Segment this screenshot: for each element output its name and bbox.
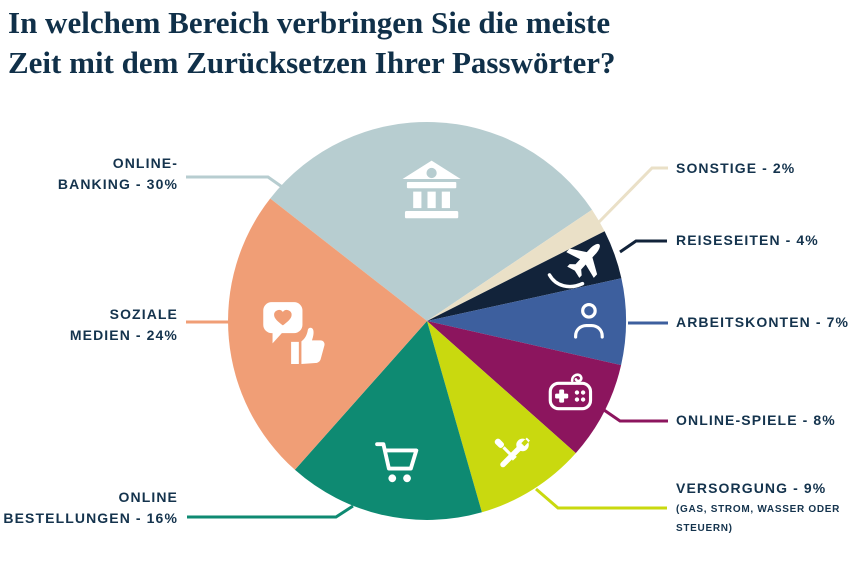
callout-line: ARBEITSKONTEN - 7%: [676, 314, 849, 330]
pie-slice-online_spiele: [427, 321, 622, 454]
leader-line-online-bestellungen: [187, 504, 354, 519]
pie-slice-online_banking: [270, 121, 592, 321]
pie-slice-online_bestellungen: [294, 321, 482, 521]
callout-subline: (GAS, STROM, WASSER ODER: [676, 504, 841, 515]
callout-soziale-medien: SOZIALE MEDIEN - 24%: [70, 304, 178, 346]
callout-sonstige: SONSTIGE - 2%: [676, 158, 795, 179]
callout-subline: STEUERN): [676, 523, 733, 534]
callout-online-banking: ONLINE- BANKING - 30%: [58, 153, 178, 195]
chart-title-line2: Zeit mit dem Zurücksetzen Ihrer Passwört…: [8, 45, 616, 80]
callout-versorgung: VERSORGUNG - 9% (GAS, STROM, WASSER ODER…: [676, 478, 840, 537]
callout-line: MEDIEN - 24%: [69, 327, 178, 343]
callout-reiseseiten: REISESEITEN - 4%: [676, 230, 819, 251]
callout-line: SONSTIGE - 2%: [676, 160, 796, 176]
leader-line-sonstige: [597, 166, 668, 224]
pie-slice-soziale_medien: [228, 198, 427, 470]
leader-line-online-spiele: [603, 408, 668, 423]
callout-line: BANKING - 30%: [57, 176, 178, 192]
pie-slice-sonstige: [427, 209, 605, 321]
callout-line: REISESEITEN - 4%: [676, 232, 819, 248]
leader-line-reiseseiten: [619, 239, 667, 254]
leader-line-versorgung: [535, 487, 667, 510]
leader-line-online-banking: [186, 175, 286, 191]
callout-line: ONLINE-SPIELE - 8%: [676, 412, 836, 428]
callout-online-spiele: ONLINE-SPIELE - 8%: [676, 410, 836, 431]
pie-slice-arbeitskonten: [427, 278, 627, 366]
callout-line: SOZIALE: [109, 306, 178, 322]
callout-line: VERSORGUNG - 9%: [676, 480, 827, 496]
leader-lines: [186, 166, 668, 519]
pie-slices: [228, 121, 627, 521]
chart-title-line1: In welchem Bereich verbringen Sie die me…: [8, 5, 611, 40]
callout-online-bestellungen: ONLINE BESTELLUNGEN - 16%: [3, 487, 178, 529]
callout-arbeitskonten: ARBEITSKONTEN - 7%: [676, 312, 849, 333]
callout-line: ONLINE: [118, 489, 178, 505]
chart-title: In welchem Bereich verbringen Sie die me…: [8, 3, 616, 83]
callout-line: BESTELLUNGEN - 16%: [3, 510, 178, 526]
callout-line: ONLINE-: [112, 155, 178, 171]
pie-slice-versorgung: [427, 321, 576, 513]
